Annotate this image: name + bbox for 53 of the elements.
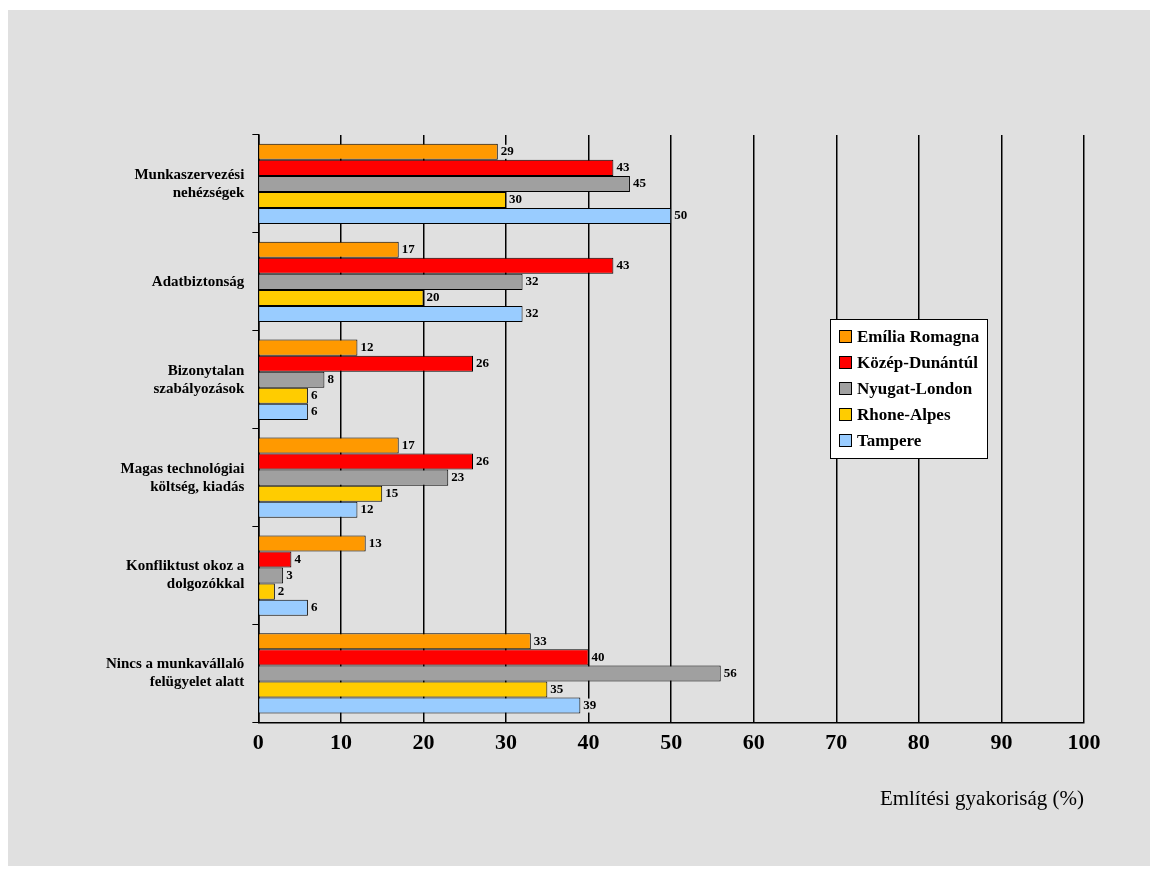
data-label: 50 <box>674 207 688 223</box>
data-label: 3 <box>286 566 294 582</box>
data-label: 12 <box>360 339 374 354</box>
y-tick-label: Nincs a munkavállaló felügyelet alatt <box>105 655 245 690</box>
x-tick-label: 40 <box>577 729 600 755</box>
data-label: 26 <box>476 355 490 371</box>
x-tick-label: 60 <box>742 729 765 755</box>
data-label: 29 <box>500 143 515 159</box>
data-label: 32 <box>525 305 539 321</box>
data-label: 17 <box>401 436 416 452</box>
data-label: 6 <box>310 403 318 419</box>
x-tick-label: 30 <box>495 729 518 755</box>
data-label: 33 <box>533 632 548 648</box>
y-tick-label: Konfliktust okoz a dolgozókkal <box>126 557 245 592</box>
legend-label: Emília Romagna <box>857 326 980 347</box>
data-label: 43 <box>616 257 630 273</box>
data-label: 23 <box>451 469 465 485</box>
data-label: 6 <box>310 387 318 403</box>
data-label: 39 <box>583 696 597 712</box>
x-tick-label: 80 <box>907 729 930 755</box>
data-label: 32 <box>525 273 539 289</box>
y-tick-label: Munkaszervezési nehézségek <box>134 165 246 200</box>
data-label: 12 <box>360 501 374 517</box>
legend-label: Közép-Dunántúl <box>857 352 978 373</box>
data-label: 17 <box>401 241 416 257</box>
x-tick-label: 70 <box>825 729 848 755</box>
x-tick-label: 0 <box>252 729 264 755</box>
legend-label: Tampere <box>857 430 922 451</box>
data-label: 13 <box>368 534 383 550</box>
data-label: 8 <box>327 371 335 387</box>
data-label: 35 <box>550 680 564 696</box>
data-label: 45 <box>632 175 647 191</box>
x-tick-label: 100 <box>1067 729 1101 755</box>
data-label: 2 <box>277 582 285 598</box>
x-tick-label: 10 <box>329 729 352 755</box>
data-label: 40 <box>591 648 605 664</box>
y-tick-label: Magas technológiai költség, kiadás <box>120 459 245 494</box>
y-tick-label: Adatbiztonság <box>151 272 245 289</box>
data-label: 4 <box>294 550 302 566</box>
legend-label: Nyugat-London <box>857 378 973 399</box>
legend-label: Rhone-Alpes <box>857 404 951 425</box>
data-label: 20 <box>426 289 440 305</box>
data-label: 30 <box>509 191 523 207</box>
x-axis-title: Említési gyakoriság (%) <box>879 785 1084 810</box>
x-tick-label: 50 <box>660 729 683 755</box>
x-tick-label: 90 <box>990 729 1013 755</box>
data-label: 56 <box>723 664 738 680</box>
data-label: 15 <box>385 485 399 501</box>
x-tick-label: 20 <box>412 729 435 755</box>
y-tick-label: Bizonytalan szabályozások <box>153 361 246 396</box>
data-label: 26 <box>476 452 490 468</box>
data-label: 6 <box>310 599 318 615</box>
data-label: 43 <box>616 159 630 175</box>
